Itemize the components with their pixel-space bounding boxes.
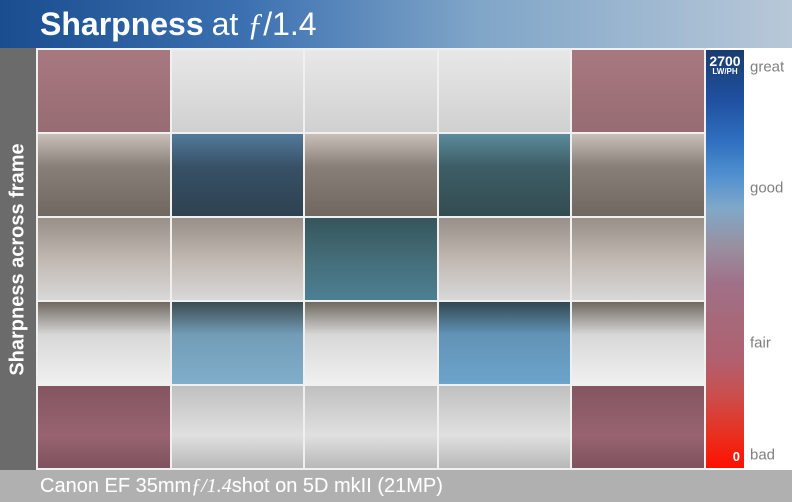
cell-photo-bg	[172, 218, 304, 300]
cell-photo-bg	[572, 302, 704, 384]
heatmap-cell	[172, 302, 304, 384]
cell-photo-bg	[305, 386, 437, 468]
cell-photo-bg	[172, 50, 304, 132]
cell-photo-bg	[38, 134, 170, 216]
heatmap-cell	[305, 302, 437, 384]
cell-photo-bg	[439, 218, 571, 300]
heatmap-grid	[36, 48, 706, 470]
caption-bar: Canon EF 35mm ƒ/1.4 shot on 5D mkII (21M…	[0, 470, 792, 502]
cell-sharpness-overlay	[572, 50, 704, 132]
heatmap-cell	[38, 386, 170, 468]
heatmap-cell	[572, 302, 704, 384]
heatmap-cell	[172, 134, 304, 216]
title-at: at ƒ/1.4	[212, 6, 317, 43]
heatmap-cell	[172, 50, 304, 132]
title-bar: Sharpness at ƒ/1.4	[0, 0, 792, 48]
heatmap-cell	[172, 386, 304, 468]
legend-label: good	[750, 179, 783, 196]
legend: 2700 LW/PH 0 great good fair bad	[706, 48, 792, 470]
cell-photo-bg	[38, 302, 170, 384]
heatmap-cell	[439, 50, 571, 132]
cell-photo-bg	[305, 134, 437, 216]
cell-photo-bg	[38, 218, 170, 300]
cell-photo-bg	[572, 218, 704, 300]
cell-sharpness-overlay	[172, 134, 304, 216]
heatmap-cell	[305, 50, 437, 132]
cell-photo-bg	[305, 50, 437, 132]
legend-colorbar: 2700 LW/PH 0	[706, 50, 744, 468]
heatmap-cell	[439, 386, 571, 468]
heatmap-cell	[305, 386, 437, 468]
title-main: Sharpness	[40, 6, 204, 43]
cell-photo-bg	[439, 50, 571, 132]
heatmap-cell	[38, 302, 170, 384]
chart-body: Sharpness across frame 2700 LW/PH 0 grea…	[0, 48, 792, 470]
heatmap-cell	[38, 134, 170, 216]
heatmap-cell	[572, 134, 704, 216]
heatmap-cell	[439, 302, 571, 384]
legend-max: 2700 LW/PH	[706, 54, 744, 76]
cell-photo-bg	[572, 134, 704, 216]
cell-sharpness-overlay	[305, 218, 437, 300]
cell-sharpness-overlay	[572, 386, 704, 468]
legend-label: fair	[750, 334, 771, 351]
caption-fstop: ƒ/1.4	[191, 475, 232, 498]
heatmap-cell	[38, 50, 170, 132]
heatmap-cell	[38, 218, 170, 300]
heatmap-cell	[439, 218, 571, 300]
caption-lens: Canon EF 35mm	[40, 475, 191, 498]
cell-sharpness-overlay	[439, 134, 571, 216]
legend-min: 0	[733, 449, 740, 464]
cell-photo-bg	[172, 386, 304, 468]
y-axis: Sharpness across frame	[0, 48, 36, 470]
heatmap-cell	[172, 218, 304, 300]
legend-label: great	[750, 58, 784, 75]
heatmap-cell	[305, 218, 437, 300]
sharpness-chart: Sharpness at ƒ/1.4 Sharpness across fram…	[0, 0, 792, 502]
heatmap-cell	[572, 218, 704, 300]
caption-rest: shot on 5D mkII (21MP)	[232, 475, 443, 498]
cell-sharpness-overlay	[38, 386, 170, 468]
cell-photo-bg	[439, 386, 571, 468]
cell-sharpness-overlay	[38, 50, 170, 132]
cell-photo-bg	[305, 302, 437, 384]
heatmap-cell	[572, 50, 704, 132]
legend-labels: great good fair bad	[744, 50, 792, 468]
cell-sharpness-overlay	[439, 302, 571, 384]
heatmap-cell	[439, 134, 571, 216]
cell-sharpness-overlay	[172, 302, 304, 384]
legend-label: bad	[750, 447, 775, 464]
heatmap-cell	[572, 386, 704, 468]
heatmap-cell	[305, 134, 437, 216]
y-axis-label: Sharpness across frame	[7, 143, 30, 375]
